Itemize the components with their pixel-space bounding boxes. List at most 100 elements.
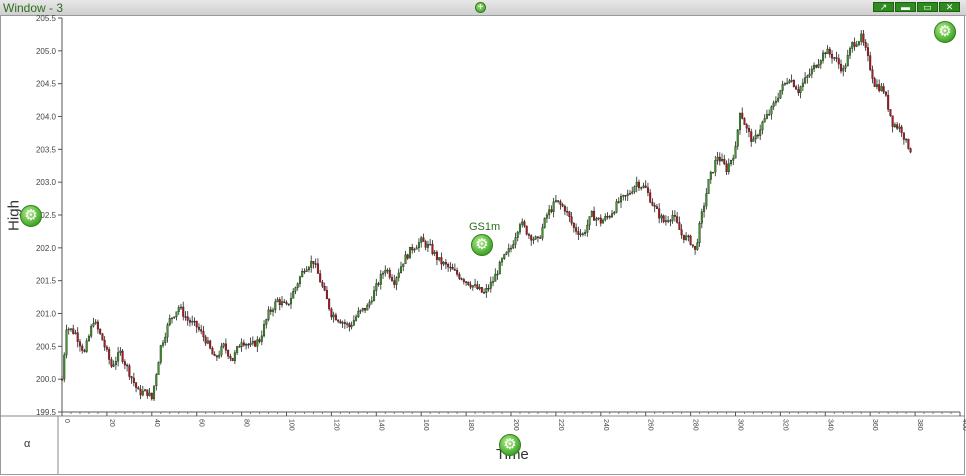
candle bbox=[361, 307, 364, 313]
y-tick-label: 203.0 bbox=[36, 178, 57, 187]
candle bbox=[195, 320, 198, 333]
candle-body bbox=[779, 90, 782, 99]
gear-icon[interactable]: ⚙ bbox=[20, 205, 42, 227]
candle bbox=[108, 346, 111, 365]
candle-body bbox=[507, 248, 510, 253]
candle bbox=[193, 317, 196, 327]
candle-body bbox=[572, 222, 575, 228]
candle bbox=[438, 257, 441, 262]
candle bbox=[584, 229, 587, 237]
candle bbox=[90, 324, 93, 339]
candle bbox=[602, 218, 605, 224]
gear-icon[interactable]: ⚙ bbox=[934, 21, 956, 43]
candle-body bbox=[170, 317, 174, 320]
candle bbox=[411, 243, 414, 254]
candle-body bbox=[539, 237, 542, 239]
candle-body bbox=[94, 321, 97, 324]
candle bbox=[220, 342, 223, 358]
candle bbox=[774, 96, 777, 106]
candle-body bbox=[597, 217, 600, 220]
candle bbox=[451, 263, 454, 270]
candle bbox=[368, 299, 371, 309]
candle-body bbox=[220, 346, 223, 356]
candle-body bbox=[426, 243, 429, 248]
x-tick-label: 40 bbox=[153, 419, 160, 427]
x-tick-label: 80 bbox=[243, 419, 250, 427]
candle bbox=[689, 234, 692, 246]
candle bbox=[826, 45, 829, 54]
x-tick-label: 200 bbox=[512, 419, 519, 431]
candle-body bbox=[770, 106, 773, 115]
candle bbox=[159, 344, 162, 365]
candle-body bbox=[817, 64, 820, 68]
candle-body bbox=[256, 339, 259, 347]
x-tick-label: 340 bbox=[826, 419, 833, 431]
candle-body bbox=[202, 331, 205, 338]
candle-body bbox=[678, 222, 681, 230]
candle bbox=[759, 124, 762, 140]
candle bbox=[705, 188, 708, 210]
candle-body bbox=[795, 86, 798, 90]
candle-body bbox=[534, 236, 537, 240]
candle bbox=[844, 63, 847, 72]
gear-icon[interactable]: ⚙ bbox=[471, 234, 493, 256]
pin-icon[interactable]: ↗ bbox=[873, 2, 894, 12]
candle bbox=[330, 307, 333, 320]
candle bbox=[276, 297, 279, 303]
candle bbox=[682, 234, 685, 244]
candle-body bbox=[485, 288, 488, 293]
candle-body bbox=[712, 171, 715, 174]
candle bbox=[635, 176, 638, 193]
candle bbox=[429, 238, 432, 246]
candle bbox=[783, 82, 786, 86]
candle-body bbox=[334, 314, 337, 321]
candle-body bbox=[130, 376, 133, 379]
candle bbox=[339, 319, 342, 324]
candle bbox=[619, 193, 623, 208]
candle bbox=[815, 64, 818, 69]
window-title: Window - 3 bbox=[3, 1, 64, 15]
candle-body bbox=[734, 145, 737, 159]
close-icon[interactable]: ✕ bbox=[939, 2, 960, 12]
maximize-icon[interactable]: ▭ bbox=[917, 2, 938, 12]
candle-body bbox=[402, 263, 405, 267]
candle-body bbox=[391, 277, 394, 281]
candle bbox=[375, 278, 378, 297]
candle bbox=[301, 268, 304, 278]
y-tick-label: 200.5 bbox=[36, 342, 57, 351]
candle bbox=[182, 301, 185, 321]
x-tick-label: 100 bbox=[288, 419, 295, 431]
candle-body bbox=[350, 325, 353, 328]
candle-body bbox=[431, 243, 434, 254]
candle-body bbox=[393, 280, 396, 285]
candle bbox=[420, 235, 423, 248]
candle bbox=[101, 333, 104, 341]
gear-icon[interactable]: ⚙ bbox=[499, 434, 521, 456]
candle-body bbox=[287, 303, 290, 306]
candle-body bbox=[714, 160, 717, 173]
x-tick-label: 280 bbox=[692, 419, 699, 431]
minimize-icon[interactable]: ▬ bbox=[895, 2, 916, 12]
candle bbox=[215, 354, 218, 361]
candle bbox=[281, 296, 284, 308]
x-tick-label: 300 bbox=[737, 419, 744, 431]
plus-circle-icon[interactable]: + bbox=[475, 2, 486, 13]
candle bbox=[608, 214, 611, 220]
candle bbox=[649, 189, 652, 204]
chart-frame bbox=[0, 15, 965, 475]
candle bbox=[505, 251, 508, 256]
candle-body bbox=[530, 235, 533, 241]
candle bbox=[840, 59, 843, 74]
candle bbox=[662, 214, 665, 224]
candle bbox=[590, 210, 593, 218]
candle-body bbox=[137, 387, 140, 390]
candle-body bbox=[458, 274, 461, 279]
candle bbox=[296, 282, 299, 291]
candle-body bbox=[105, 346, 108, 350]
candle bbox=[292, 288, 295, 299]
candle bbox=[191, 315, 194, 326]
candle bbox=[236, 345, 239, 356]
candle bbox=[408, 246, 411, 259]
candle bbox=[209, 339, 212, 350]
candle bbox=[721, 153, 724, 162]
